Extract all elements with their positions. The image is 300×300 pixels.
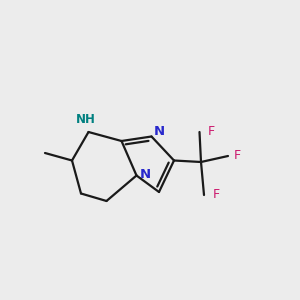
Text: N: N	[153, 124, 165, 138]
Text: NH: NH	[76, 113, 95, 126]
Text: F: F	[212, 188, 220, 201]
Text: F: F	[234, 149, 241, 162]
Text: N: N	[140, 168, 151, 182]
Text: F: F	[208, 125, 215, 139]
